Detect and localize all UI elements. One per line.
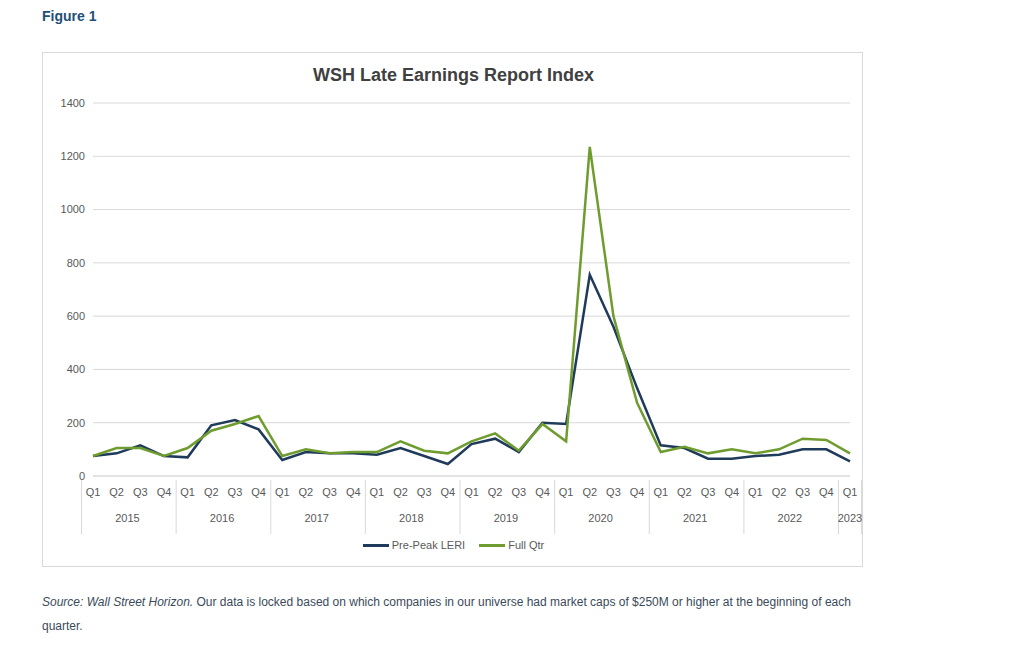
svg-text:Q3: Q3 [228,486,243,498]
svg-text:Q4: Q4 [346,486,361,498]
html-text:WSH Late Earnings Report Index: WSH Late Earnings Report Index [313,65,594,85]
svg-text:2023: 2023 [838,512,862,524]
svg-text:Q4: Q4 [441,486,456,498]
svg-text:2015: 2015 [115,512,139,524]
svg-text:Q1: Q1 [464,486,479,498]
svg-text:Q2: Q2 [299,486,314,498]
svg-text:Q1: Q1 [559,486,574,498]
svg-text:Q4: Q4 [157,486,172,498]
svg-text:1400: 1400 [61,97,85,109]
svg-text:Q4: Q4 [535,486,550,498]
svg-text:2016: 2016 [210,512,234,524]
svg-text:1000: 1000 [61,203,85,215]
svg-text:Q3: Q3 [701,486,716,498]
svg-text:1200: 1200 [61,150,85,162]
svg-text:Q4: Q4 [724,486,739,498]
svg-text:600: 600 [67,310,85,322]
svg-text:Q2: Q2 [393,486,408,498]
svg-text:200: 200 [67,417,85,429]
svg-text:Q1: Q1 [86,486,101,498]
svg-text:Q1: Q1 [370,486,385,498]
svg-text:Q2: Q2 [204,486,219,498]
svg-text:Q4: Q4 [819,486,834,498]
html-text:Figure 1: Figure 1 [42,8,97,24]
svg-text:800: 800 [67,257,85,269]
svg-text:Q4: Q4 [630,486,645,498]
svg-text:Q2: Q2 [677,486,692,498]
svg-text:Q3: Q3 [511,486,526,498]
html-text:Pre-Peak LERI: Pre-Peak LERI [391,539,466,551]
svg-text:Q1: Q1 [653,486,668,498]
svg-text:0: 0 [79,470,85,482]
html-text:Full Qtr: Full Qtr [508,539,545,551]
svg-text:2018: 2018 [399,512,423,524]
html-text:Source: Wall Street Horizon. O: Source: Wall Street Horizon. Our data is… [42,595,851,633]
svg-text:2017: 2017 [304,512,328,524]
svg-text:2022: 2022 [778,512,802,524]
svg-text:Q1: Q1 [748,486,763,498]
svg-text:Q1: Q1 [843,486,858,498]
svg-text:Q2: Q2 [772,486,787,498]
svg-text:2019: 2019 [494,512,518,524]
svg-text:Q3: Q3 [133,486,148,498]
svg-text:Q1: Q1 [180,486,195,498]
svg-text:Q3: Q3 [795,486,810,498]
svg-text:Q3: Q3 [606,486,621,498]
svg-text:Q3: Q3 [417,486,432,498]
svg-text:Q2: Q2 [109,486,124,498]
svg-text:Q4: Q4 [251,486,266,498]
svg-text:Q3: Q3 [322,486,337,498]
svg-text:2021: 2021 [683,512,707,524]
svg-text:Q2: Q2 [488,486,503,498]
svg-text:400: 400 [67,363,85,375]
svg-text:Q1: Q1 [275,486,290,498]
svg-text:2020: 2020 [588,512,612,524]
svg-text:Q2: Q2 [582,486,597,498]
